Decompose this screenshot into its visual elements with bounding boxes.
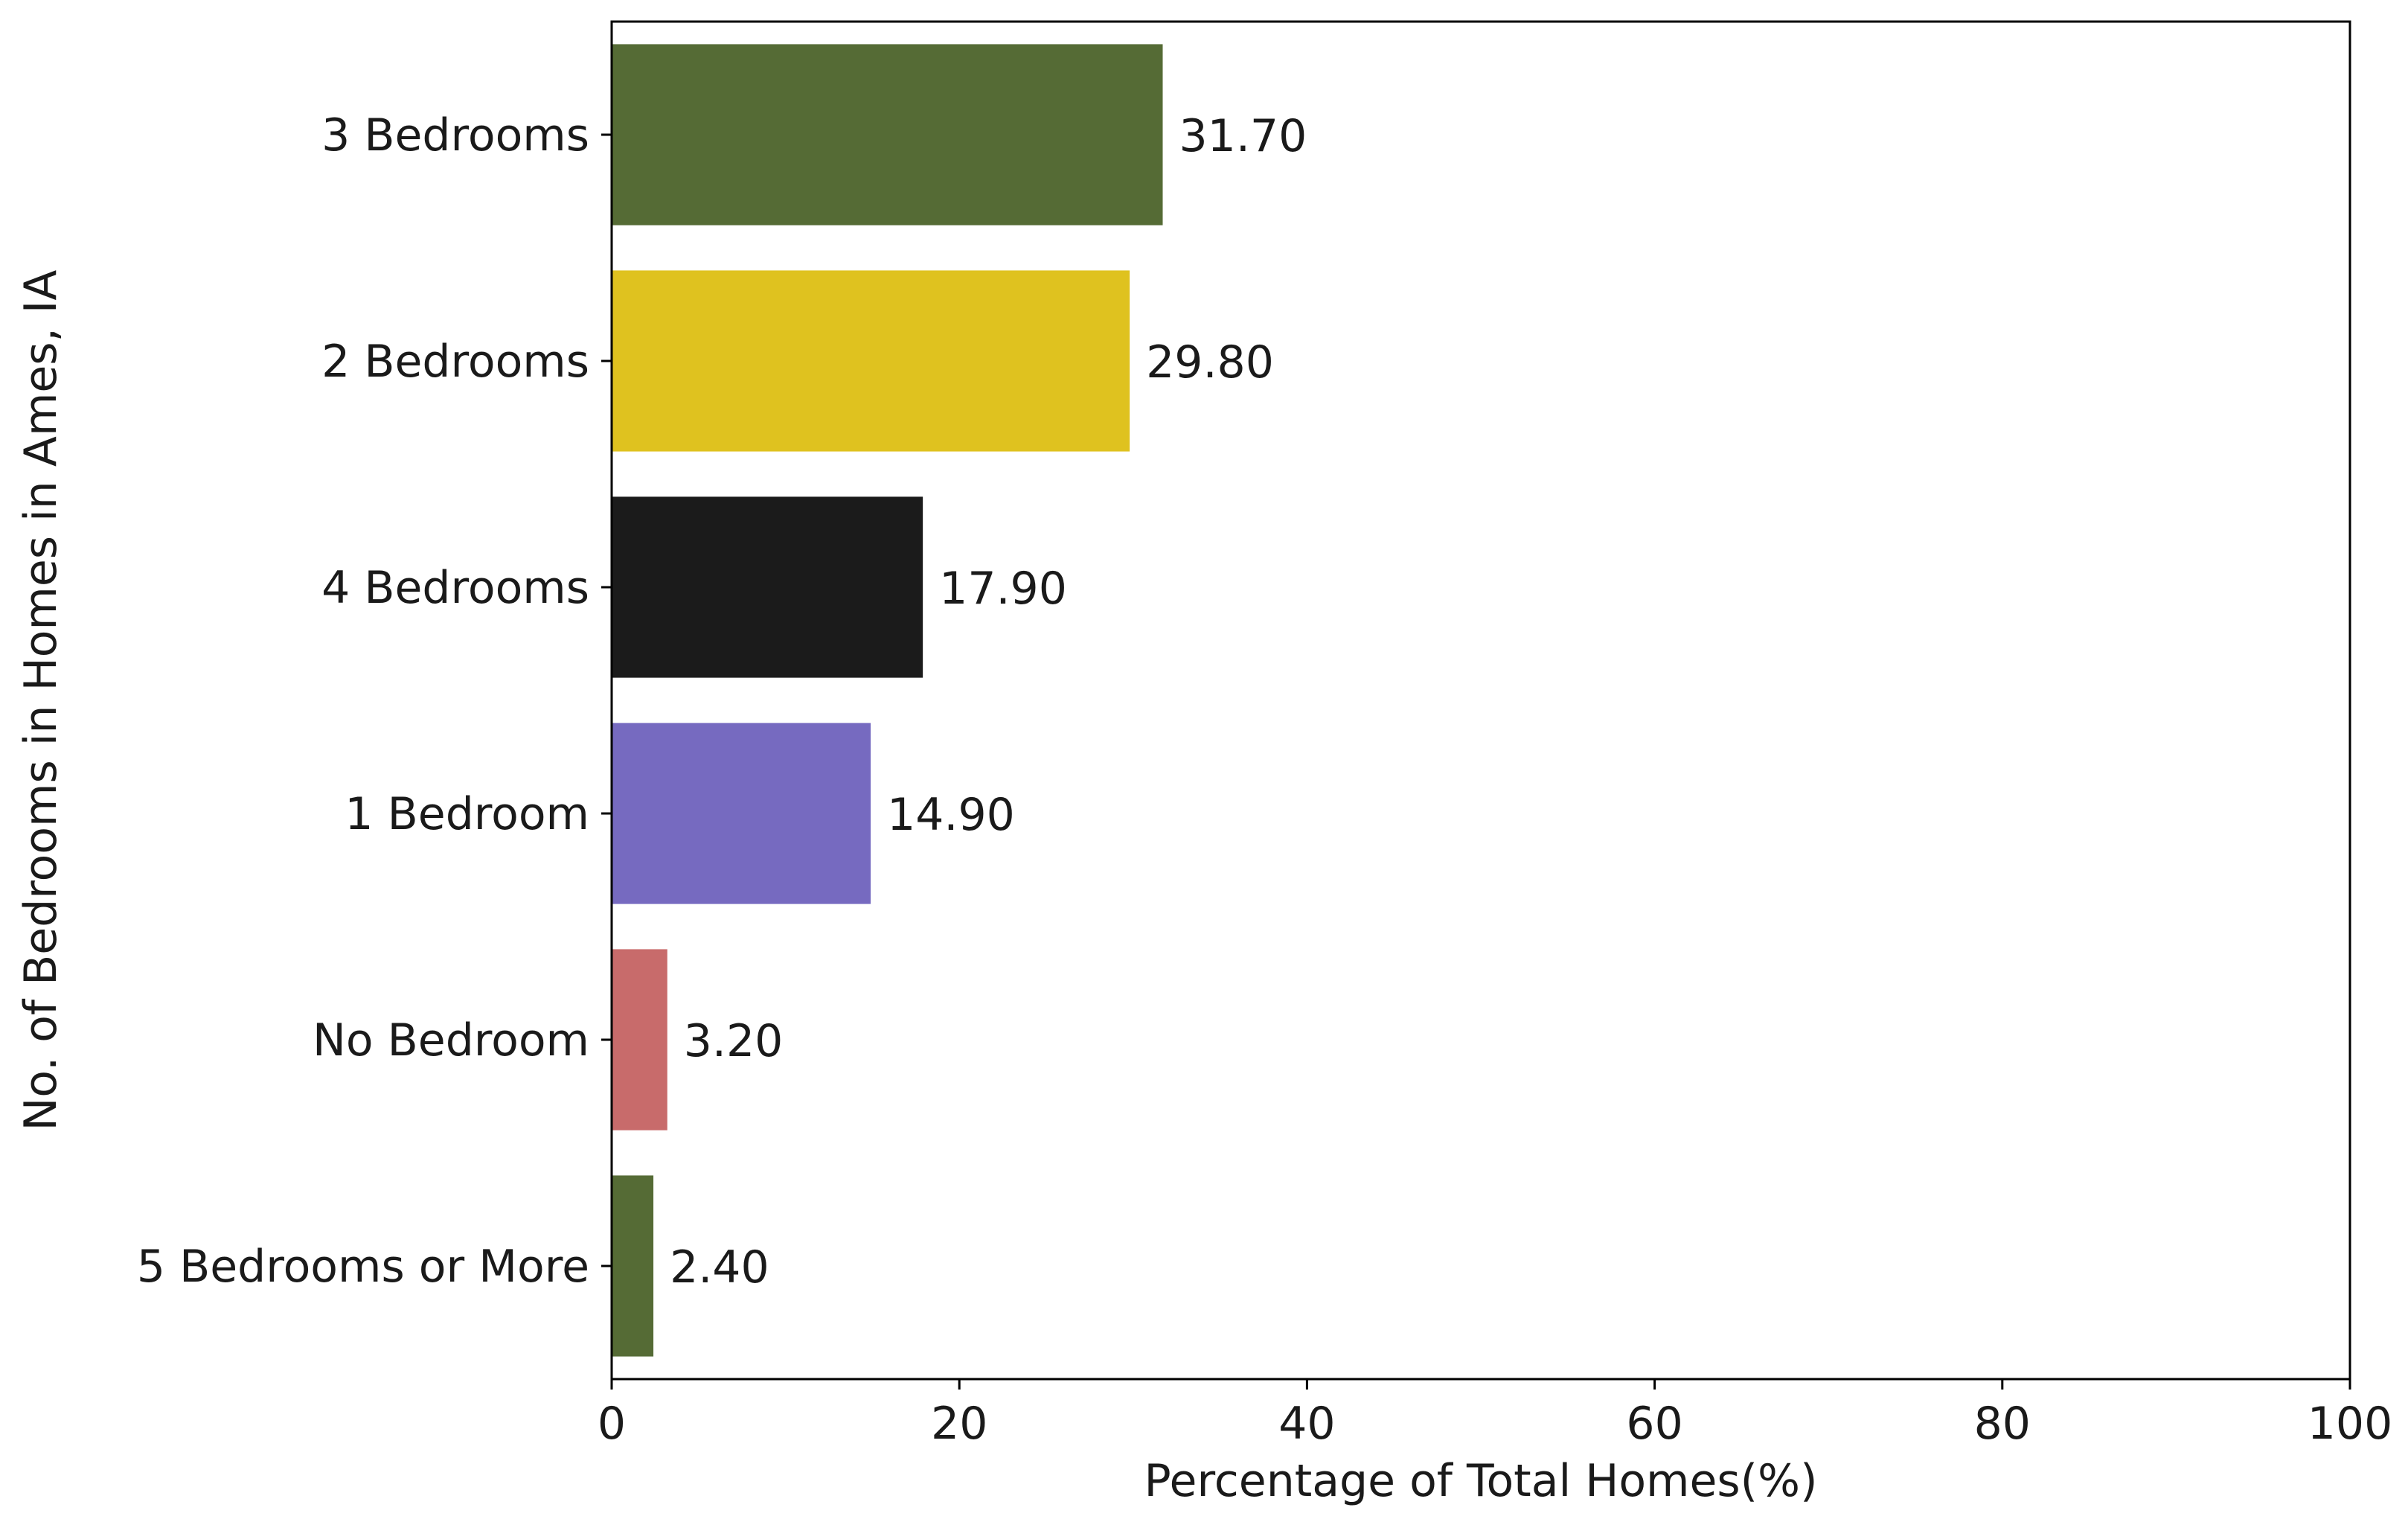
x-axis: 0 20 40 60 80 100 [598,1379,2392,1450]
bar [612,723,871,904]
bar [612,44,1163,226]
bar [612,949,667,1131]
bar-value-label: 29.80 [1146,336,1274,389]
y-tick-label: 1 Bedroom [345,788,589,840]
value-labels-group: 31.70 29.80 17.90 14.90 3.20 2.40 [670,110,1307,1294]
x-tick-label: 20 [931,1398,987,1450]
x-axis-title: Percentage of Total Homes(%) [1144,1455,1818,1507]
bar-value-label: 31.70 [1179,110,1307,162]
x-tick-label: 60 [1626,1398,1682,1450]
bar [612,496,923,678]
y-axis: 3 Bedrooms 2 Bedrooms 4 Bedrooms 1 Bedroom N… [137,109,612,1293]
x-tick-label: 40 [1278,1398,1335,1450]
y-tick-label: 3 Bedrooms [321,109,589,162]
bar-value-label: 17.90 [939,563,1067,615]
bar-value-label: 14.90 [887,789,1015,841]
plot-frame [610,20,2351,1381]
bar [612,270,1130,452]
x-tick-label: 100 [2308,1398,2393,1450]
x-tick-label: 80 [1974,1398,2031,1450]
y-tick-label: No Bedroom [313,1014,589,1067]
x-tick-label: 0 [598,1398,626,1450]
bars-group [612,44,1163,1357]
y-tick-label: 5 Bedrooms or More [137,1241,589,1293]
bar [612,1175,654,1357]
y-tick-label: 2 Bedrooms [321,336,589,388]
bar-value-label: 2.40 [670,1241,769,1294]
y-tick-label: 4 Bedrooms [321,562,589,614]
bar-value-label: 3.20 [684,1015,784,1067]
y-axis-title: No. of Bedrooms in Homes in Ames, IA [15,270,67,1131]
